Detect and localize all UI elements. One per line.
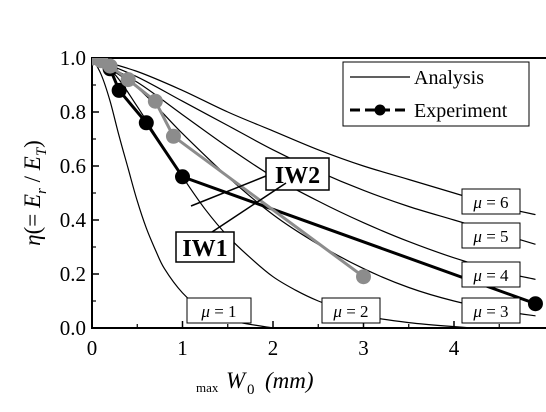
experiment-point-iw1 bbox=[111, 82, 127, 98]
mu-label-box bbox=[186, 297, 252, 324]
x-tick-label: 2 bbox=[268, 336, 279, 360]
mu-label-box bbox=[321, 297, 381, 324]
y-tick-label: 0.0 bbox=[60, 316, 86, 340]
y-tick-label: 0.4 bbox=[60, 208, 87, 232]
mu-label-box bbox=[461, 222, 521, 249]
experiment-point-iw1 bbox=[527, 296, 543, 312]
iw1-label: IW1 bbox=[182, 236, 227, 262]
legend-analysis-label: Analysis bbox=[414, 67, 484, 89]
x-axis-label: max W 0 (mm) bbox=[196, 368, 314, 398]
mu-label: μ = 4 bbox=[472, 266, 509, 285]
mu-label-box bbox=[461, 297, 521, 324]
iw1-annotation: IW1 bbox=[175, 182, 287, 263]
experiment-point-iw1 bbox=[175, 169, 190, 185]
svg-text:η(= Er / ET): η(= Er / ET) bbox=[20, 140, 50, 246]
iw1-leader bbox=[211, 182, 287, 233]
mu-label: μ = 3 bbox=[472, 302, 508, 321]
y-axis-label: η(= Er / ET) bbox=[20, 140, 50, 246]
mu-label-box bbox=[461, 261, 521, 288]
mu-label: μ = 1 bbox=[200, 302, 236, 321]
mu-label: μ = 5 bbox=[472, 227, 508, 246]
experiment-point-iw1 bbox=[138, 115, 154, 131]
mu-label: μ = 6 bbox=[472, 193, 508, 212]
x-tick-label: 0 bbox=[87, 336, 98, 360]
experiment-point-iw2 bbox=[102, 58, 118, 74]
svg-text:max: max bbox=[196, 380, 219, 395]
y-tick-label: 0.8 bbox=[60, 100, 86, 124]
svg-text:0: 0 bbox=[247, 382, 255, 398]
legend-experiment-marker bbox=[374, 104, 386, 116]
iw1-box bbox=[175, 231, 235, 263]
y-tick-label: 0.2 bbox=[60, 262, 86, 286]
svg-text:W: W bbox=[226, 368, 247, 393]
tick-labels: 0 1 2 3 4 0.0 0.2 0.4 0.6 0.8 1.0 bbox=[60, 46, 460, 360]
experiment-point-iw2 bbox=[147, 93, 163, 109]
iw2-leader bbox=[190, 175, 267, 207]
x-tick-label: 1 bbox=[177, 336, 188, 360]
x-tick-label: 4 bbox=[449, 336, 460, 360]
x-tick-label: 3 bbox=[358, 336, 369, 360]
experiment-point-iw2 bbox=[165, 128, 181, 144]
mu-label: μ = 2 bbox=[332, 302, 368, 321]
mu-label-box bbox=[461, 188, 521, 215]
experiment-point-iw2 bbox=[356, 269, 371, 285]
svg-text:(mm): (mm) bbox=[265, 368, 314, 393]
experiment-series bbox=[92, 58, 543, 312]
iw2-box bbox=[265, 157, 330, 191]
legend: Analysis Experiment bbox=[342, 61, 530, 127]
mu-labels: μ = 1 μ = 2 μ = 3 μ = 4 μ = 5 μ = 6 bbox=[186, 188, 521, 324]
legend-box bbox=[342, 61, 530, 127]
y-tick-label: 0.6 bbox=[60, 154, 86, 178]
y-tick-label: 1.0 bbox=[60, 46, 86, 70]
legend-experiment-label: Experiment bbox=[414, 100, 508, 122]
experiment-point-iw2 bbox=[120, 72, 136, 88]
